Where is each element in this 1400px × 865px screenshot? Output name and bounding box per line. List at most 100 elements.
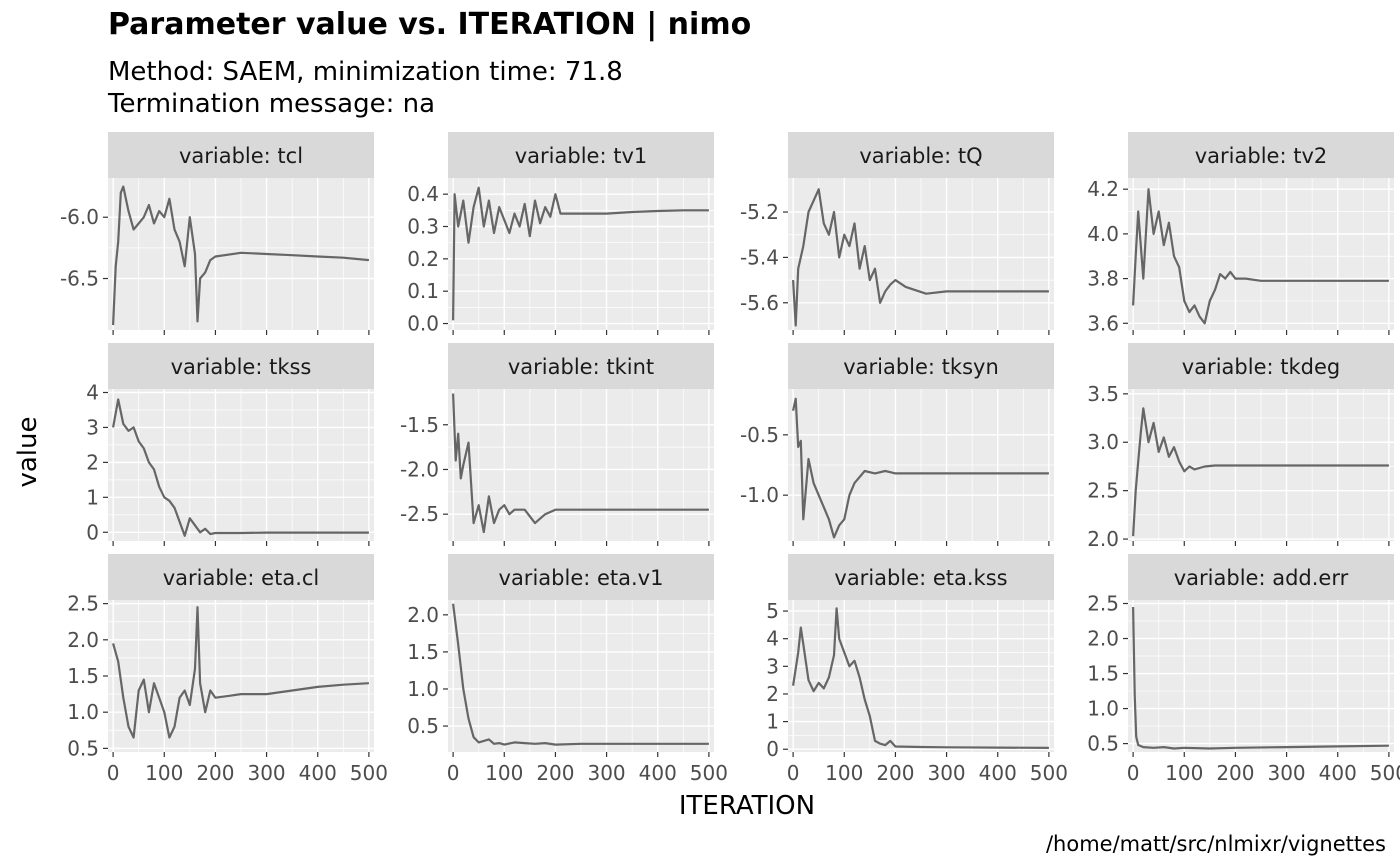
x-tick-label: 500 [350,761,388,785]
facet-strip [1128,554,1394,600]
x-tick-label: 400 [1319,761,1357,785]
facet-strip [108,132,374,178]
facet-panel: variable: tkint -1.5 -2.0 -2.5 [400,343,714,546]
facet-panel: variable: tv2 4.2 4.0 3.8 3.6 [1087,132,1394,335]
x-tick-label: 400 [299,761,337,785]
series-line [792,607,1049,749]
facet-strip-label: variable: tksyn [843,355,999,379]
facet-panel: variable: tv1 0.0 0.1 0.2 0.3 0.4 [407,132,714,336]
facet-strip [448,554,714,600]
facet-strip-label: variable: eta.cl [163,566,320,590]
facet-strip-label: variable: tQ [859,144,982,168]
y-axis-label: value [13,416,43,487]
y-tick-label: 3.8 [1087,267,1119,291]
y-tick-label: 0.2 [407,247,439,271]
x-tick-label: 200 [876,761,914,785]
y-tick-label: 2.0 [407,603,439,627]
facet-panel: variable: eta.kss 0 100 200 300 400 500 5 4 3 2 1 0 [766,554,1068,785]
facet-strip [448,132,714,178]
y-tick-label: 0.3 [407,215,439,239]
x-axis-label: ITERATION [679,791,815,821]
facet-strip [788,554,1054,600]
y-tick-label: 4 [86,380,99,404]
y-tick-label: 2.5 [1087,479,1119,503]
x-tick-label: 100 [825,761,863,785]
series-line [1132,188,1389,325]
y-tick-label: 0.5 [407,714,439,738]
series-line [112,398,369,537]
x-tick-label: 400 [979,761,1017,785]
facet-strip [788,343,1054,389]
series-line [792,397,1049,539]
facet-panel: variable: eta.v1 0 100 200 300 400 500 2.0 1.5 1.… [407,554,728,785]
x-tick-label: 400 [639,761,677,785]
y-tick-label: -5.2 [740,200,779,224]
chart-subtitle-termination: Termination message: na [107,89,435,119]
series-line [452,186,709,321]
x-tick-label: 200 [536,761,574,785]
y-tick-label: 1.0 [407,677,439,701]
facet-strip [448,343,714,389]
facet-strip [108,343,374,389]
series-line [452,603,709,746]
y-tick-label: 0.5 [67,736,99,760]
y-tick-label: 2.0 [1087,527,1119,551]
facet-panel: variable: tQ -5.2 -5.4 -5.6 [740,132,1054,335]
y-tick-label: 2.5 [67,592,99,616]
y-tick-label: 1.5 [1087,662,1119,686]
x-tick-label: 500 [690,761,728,785]
y-tick-label: 4.0 [1087,222,1119,246]
y-tick-label: 0 [86,520,99,544]
y-tick-label: 2.0 [1087,627,1119,651]
x-tick-label: 100 [1165,761,1203,785]
y-tick-label: 1.5 [407,640,439,664]
x-tick-label: 200 [196,761,234,785]
facet-strip-label: variable: tv1 [515,144,648,168]
y-tick-label: 2.5 [1087,592,1119,616]
x-tick-label: 100 [485,761,523,785]
facet-strip-label: variable: tkdeg [1182,355,1340,379]
y-tick-label: 1.5 [67,664,99,688]
y-tick-label: 1 [86,485,99,509]
y-tick-label: -0.5 [740,423,779,447]
facet-strip-label: variable: tv2 [1195,144,1328,168]
facet-strip-label: variable: add.err [1174,566,1349,590]
facet-strip [1128,343,1394,389]
y-tick-label: 0.0 [407,312,439,336]
facet-strip-label: variable: tkss [171,355,312,379]
series-line [452,393,709,534]
y-tick-label: 0.5 [1087,732,1119,756]
y-tick-label: 2 [766,682,779,706]
x-tick-label: 300 [927,761,965,785]
x-tick-label: 100 [145,761,183,785]
series-line [112,185,370,326]
facet-strip [108,554,374,600]
facet-strip-label: variable: eta.kss [834,566,1007,590]
x-tick-label: 0 [447,761,460,785]
facet-panel: variable: tkss 4 3 2 1 0 [86,343,374,546]
y-tick-label: -1.5 [400,413,439,437]
y-tick-label: 1 [766,710,779,734]
y-tick-label: 2 [86,450,99,474]
y-tick-label: 0.1 [407,279,439,303]
facet-strip [1128,132,1394,178]
y-tick-label: -6.0 [60,205,99,229]
y-tick-label: -5.4 [740,245,779,269]
series-line [1132,606,1389,750]
y-tick-label: 1.0 [1087,697,1119,721]
facet-panel: variable: tcl -6.0 -6.5 [60,132,374,335]
y-tick-label: 3.0 [1087,430,1119,454]
y-tick-label: 3.6 [1087,311,1119,335]
y-tick-label: 1.0 [67,700,99,724]
chart-title: Parameter value vs. ITERATION | nimo [108,7,751,42]
x-tick-label: 0 [1127,761,1140,785]
x-tick-label: 300 [247,761,285,785]
facet-panels: variable: tcl -6.0 -6.5 variable: tv1 0.0 0.1… [60,132,1400,785]
x-tick-label: 500 [1370,761,1400,785]
y-tick-label: 3 [766,654,779,678]
y-tick-label: 0.4 [407,182,439,206]
facet-panel: variable: add.err 0 100 200 300 400 500 2.5 2.0 1… [1087,554,1400,785]
facet-strip-label: variable: eta.v1 [499,566,664,590]
y-tick-label: -1.0 [740,483,779,507]
y-tick-label: 5 [766,599,779,623]
